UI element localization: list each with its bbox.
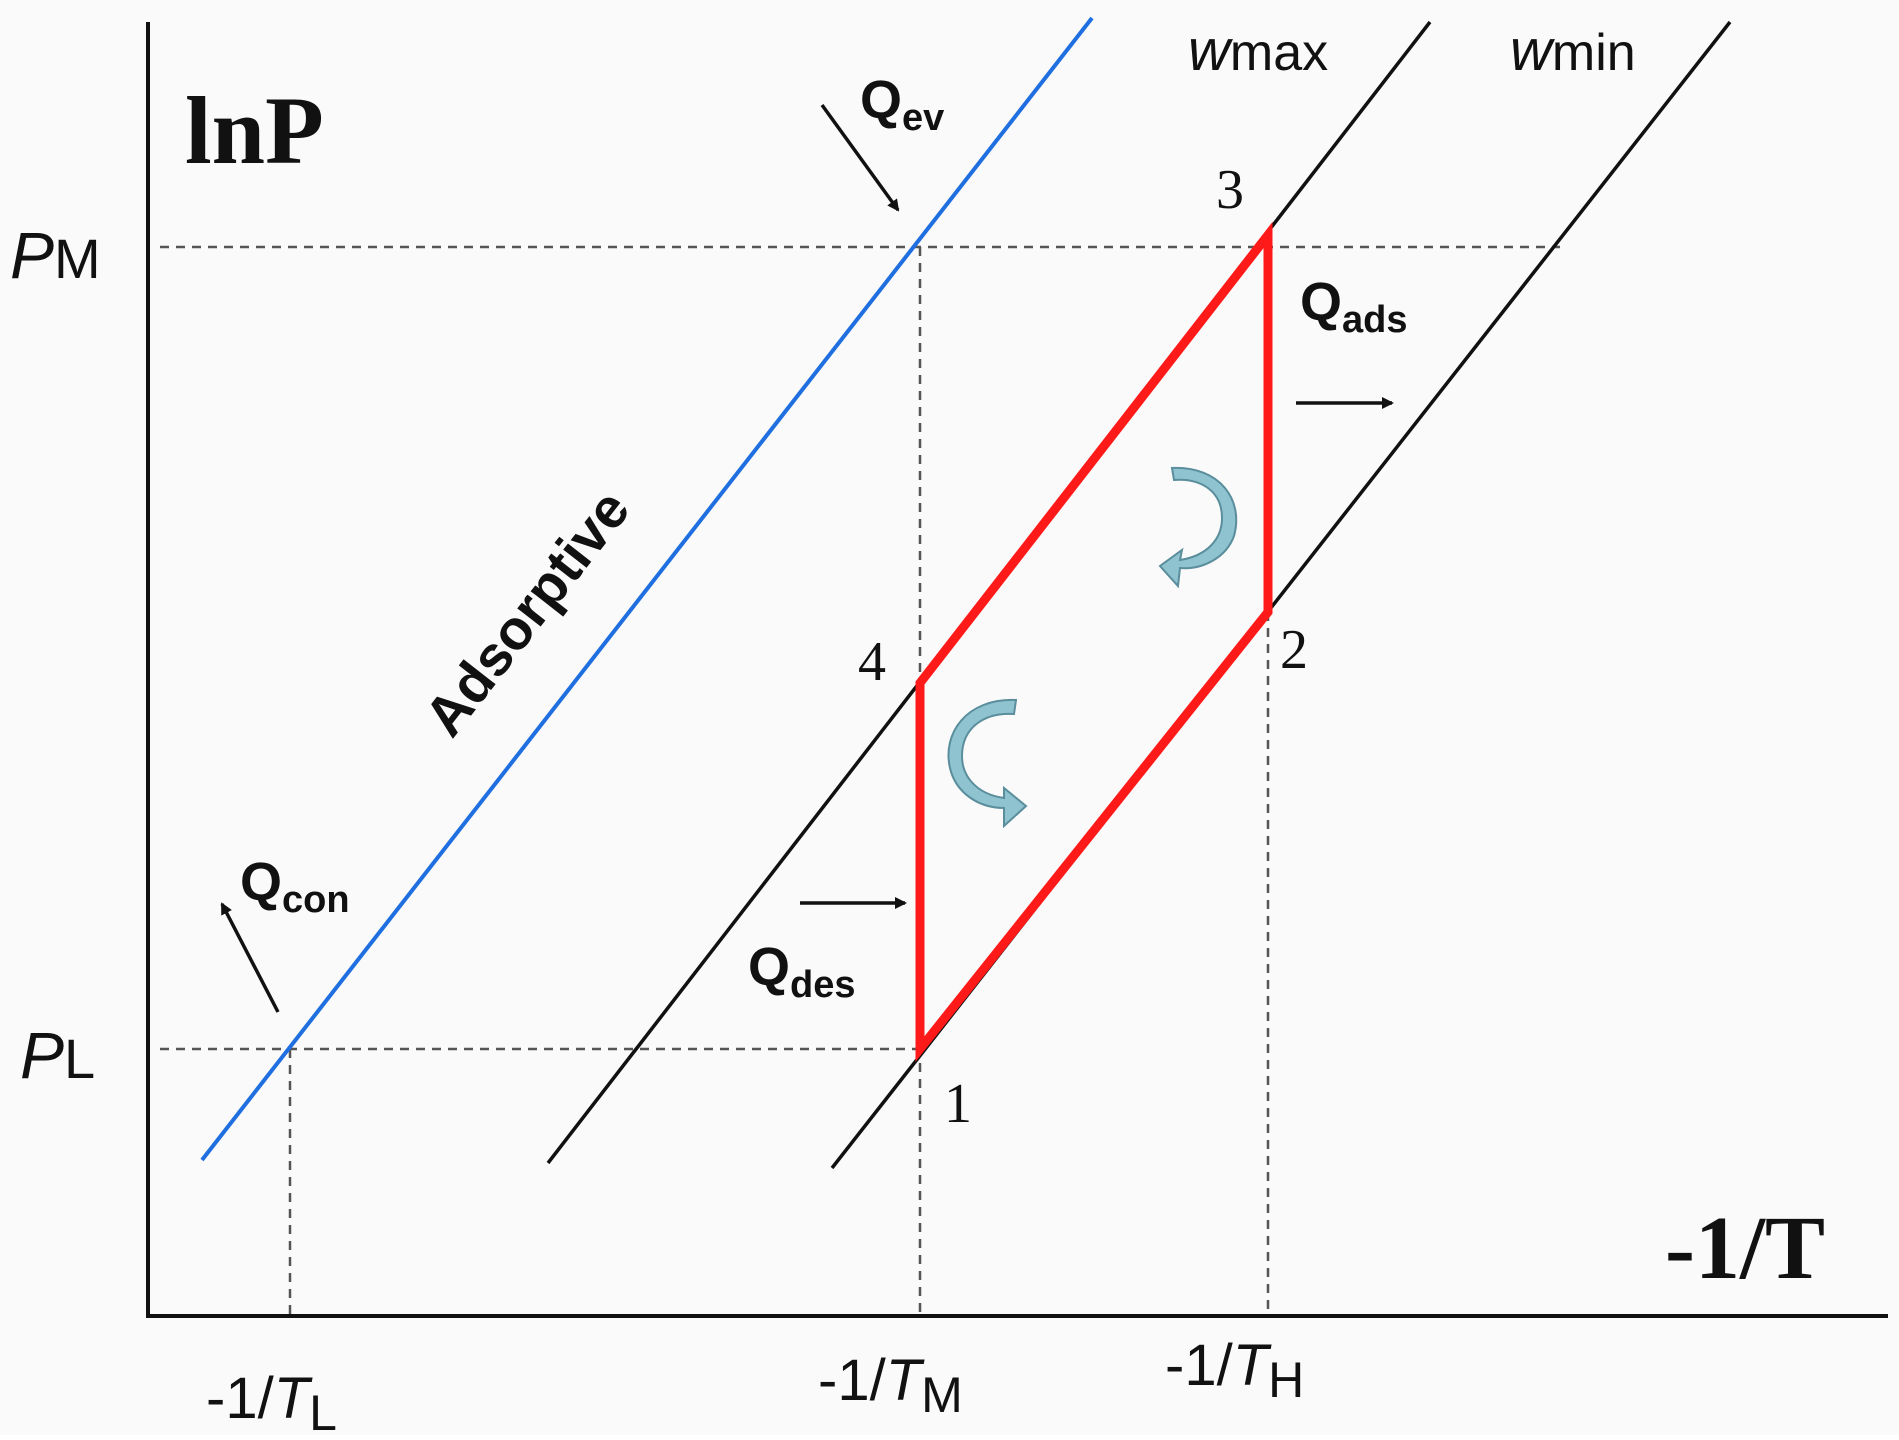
qev-arrow	[820, 103, 900, 212]
point-1-label: 1	[944, 1073, 972, 1135]
wmin-label: wmin	[1510, 18, 1636, 83]
qcon-arrow	[220, 902, 280, 1013]
point-3-label: 3	[1216, 159, 1244, 221]
adsorptive-isostere	[200, 16, 1094, 1162]
x-axis-title: -1/T	[1665, 1199, 1825, 1298]
point-2-label: 2	[1280, 619, 1308, 681]
tm-label: -1/TM	[818, 1348, 963, 1423]
point-4-label: 4	[858, 631, 886, 693]
rotation-arrow-upper	[1158, 466, 1238, 589]
cycle-parallelogram	[915, 221, 1273, 1062]
adsorptive-label: Adsorptive	[412, 478, 642, 747]
rotation-arrow-lower	[947, 698, 1028, 829]
qev-label: Qev	[860, 70, 944, 139]
qcon-label: Qcon	[240, 852, 350, 921]
pl-label: PL	[20, 1018, 95, 1092]
y-axis-title: lnP	[185, 77, 324, 184]
qdes-label: Qdes	[748, 937, 856, 1006]
tl-label: -1/TL	[206, 1366, 337, 1435]
pm-label: PM	[10, 218, 101, 292]
th-label: -1/TH	[1165, 1333, 1304, 1408]
wmax-label: wmax	[1188, 18, 1328, 83]
qads-label: Qads	[1300, 272, 1408, 341]
